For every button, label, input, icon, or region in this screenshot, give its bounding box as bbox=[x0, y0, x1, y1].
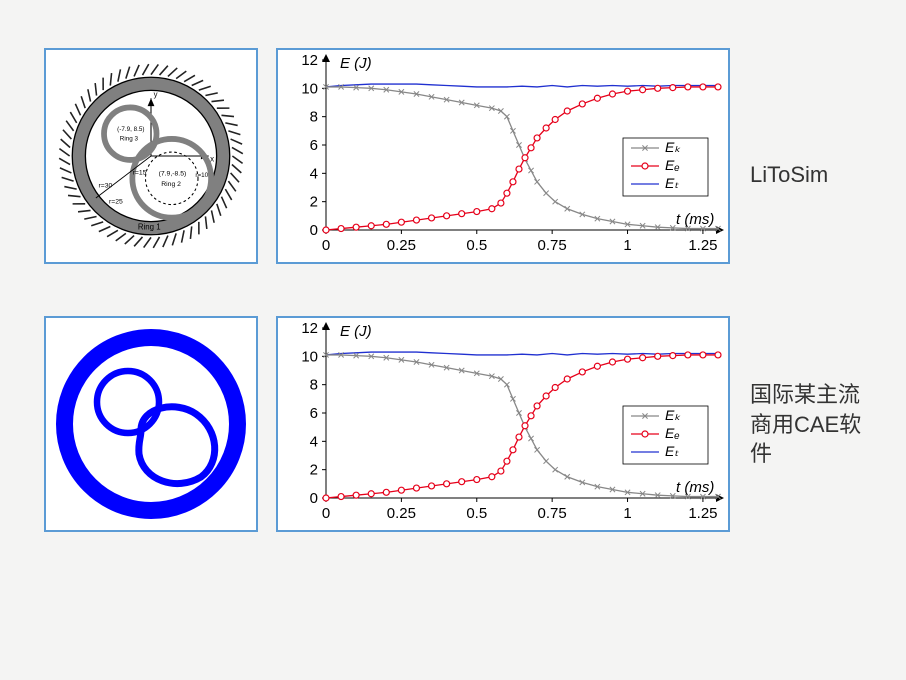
svg-text:1.25: 1.25 bbox=[688, 237, 717, 254]
svg-text:Eₑ: Eₑ bbox=[665, 157, 680, 173]
svg-text:0.75: 0.75 bbox=[538, 237, 567, 254]
svg-text:6: 6 bbox=[310, 137, 318, 154]
svg-text:1: 1 bbox=[623, 505, 631, 522]
svg-text:(7.9,-8.5): (7.9,-8.5) bbox=[159, 171, 187, 178]
energy-chart-litosim: 0 2 4 6 8 10 12 0 0.25 0.5 0.75 1 1.25 E (J) t (ms) Eₖ E… bbox=[278, 50, 728, 262]
svg-text:6: 6 bbox=[310, 405, 318, 422]
svg-text:(-7.9, 8.5): (-7.9, 8.5) bbox=[117, 126, 144, 133]
svg-text:Ring 3: Ring 3 bbox=[120, 135, 139, 142]
label-litosim: LiToSim bbox=[750, 160, 828, 190]
svg-text:Eₜ: Eₜ bbox=[665, 175, 679, 191]
label-commercial: 国际某主流商用CAE软件 bbox=[750, 380, 870, 469]
svg-text:Ring 2: Ring 2 bbox=[161, 181, 181, 188]
svg-text:10: 10 bbox=[301, 348, 318, 365]
svg-text:y: y bbox=[154, 90, 158, 99]
ring-diagram-commercial bbox=[46, 318, 256, 530]
svg-text:r=25: r=25 bbox=[109, 198, 123, 205]
chart-panel-top: 0 2 4 6 8 10 12 0 0.25 0.5 0.75 1 1.25 E (J) t (ms) Eₖ E… bbox=[276, 48, 730, 264]
svg-text:Eₑ: Eₑ bbox=[665, 425, 680, 441]
svg-text:E (J): E (J) bbox=[340, 55, 372, 72]
svg-text:t (ms): t (ms) bbox=[676, 211, 714, 228]
svg-text:0: 0 bbox=[322, 505, 330, 522]
diagram-panel-top: xy(7.9,-8.5)Ring 2r=10(-7.9, 8.5)Ring 3r… bbox=[44, 48, 258, 264]
svg-text:t (ms): t (ms) bbox=[676, 479, 714, 496]
svg-text:12: 12 bbox=[301, 320, 318, 337]
svg-text:r=15: r=15 bbox=[133, 169, 147, 176]
diagram-panel-bottom bbox=[44, 316, 258, 532]
svg-text:0: 0 bbox=[310, 490, 318, 507]
svg-text:4: 4 bbox=[310, 165, 318, 182]
svg-text:E (J): E (J) bbox=[340, 323, 372, 340]
svg-text:Eₜ: Eₜ bbox=[665, 443, 679, 459]
svg-text:Eₖ: Eₖ bbox=[665, 139, 681, 155]
page: xy(7.9,-8.5)Ring 2r=10(-7.9, 8.5)Ring 3r… bbox=[0, 0, 906, 680]
svg-text:0: 0 bbox=[322, 237, 330, 254]
svg-text:0: 0 bbox=[310, 222, 318, 239]
svg-text:0.25: 0.25 bbox=[387, 237, 416, 254]
svg-text:10: 10 bbox=[301, 80, 318, 97]
svg-text:Ring 1: Ring 1 bbox=[138, 223, 161, 232]
svg-text:Eₖ: Eₖ bbox=[665, 407, 681, 423]
chart-panel-bottom: 0 2 4 6 8 10 12 0 0.25 0.5 0.75 1 1.25 E (J) t (ms) Eₖ E… bbox=[276, 316, 730, 532]
svg-text:0.75: 0.75 bbox=[538, 505, 567, 522]
svg-text:8: 8 bbox=[310, 377, 318, 394]
svg-text:8: 8 bbox=[310, 109, 318, 126]
svg-text:2: 2 bbox=[310, 194, 318, 211]
svg-text:0.5: 0.5 bbox=[466, 237, 487, 254]
svg-text:1: 1 bbox=[623, 237, 631, 254]
svg-text:r=10: r=10 bbox=[195, 172, 208, 179]
svg-text:1.25: 1.25 bbox=[688, 505, 717, 522]
svg-text:0.25: 0.25 bbox=[387, 505, 416, 522]
svg-text:r=30: r=30 bbox=[99, 183, 113, 190]
svg-text:2: 2 bbox=[310, 462, 318, 479]
svg-text:4: 4 bbox=[310, 433, 318, 450]
energy-chart-commercial: 0 2 4 6 8 10 12 0 0.25 0.5 0.75 1 1.25 E (J) t (ms) Eₖ E… bbox=[278, 318, 728, 530]
svg-text:12: 12 bbox=[301, 52, 318, 69]
ring-diagram-litosim: xy(7.9,-8.5)Ring 2r=10(-7.9, 8.5)Ring 3r… bbox=[46, 50, 256, 262]
svg-text:0.5: 0.5 bbox=[466, 505, 487, 522]
